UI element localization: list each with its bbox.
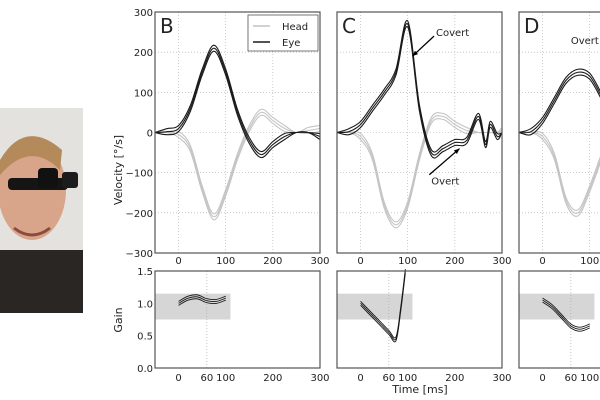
gain-x-tick-label: 60 — [564, 373, 577, 384]
eye-velocity-line — [519, 68, 600, 134]
photo-hair — [0, 136, 62, 175]
axes-frame — [154, 11, 321, 254]
gain-line — [542, 301, 590, 332]
eye-velocity-line — [155, 50, 320, 159]
x-tick-label: 0 — [175, 256, 181, 267]
gain-y-tick-label: 0.0 — [137, 364, 153, 375]
gain-x-tick-label: 200 — [263, 373, 282, 384]
x-tick-label: 100 — [398, 256, 417, 267]
y-tick-label: 300 — [134, 8, 153, 19]
panel-letter: D — [524, 14, 539, 38]
eye-velocity-line — [155, 47, 320, 156]
head-velocity-line — [519, 131, 600, 211]
gain-y-tick-label: 0.5 — [137, 332, 153, 343]
y-tick-label: −300 — [126, 249, 153, 260]
legend-head-label: Head — [282, 22, 308, 33]
annotation-arrow — [428, 148, 460, 176]
head-velocity-line — [519, 131, 600, 217]
gain-y-tick-label: 1.5 — [137, 267, 153, 278]
photo-camera-2 — [62, 172, 78, 188]
gain-traces — [542, 297, 590, 332]
velocity-ylabel: Velocity [°/s] — [112, 135, 125, 205]
gain-x-tick-label: 60 — [200, 373, 213, 384]
panel-letter: C — [342, 14, 356, 38]
gain-line — [178, 298, 226, 306]
gain-x-tick-label: 300 — [310, 373, 329, 384]
traces: Covert Overt — [337, 20, 502, 229]
time-xlabel: Time [ms] — [391, 383, 447, 396]
gain-x-tick-label: 100 — [580, 373, 599, 384]
gain-x-tick-label: 100 — [398, 373, 417, 384]
traces: Overt — [519, 36, 600, 217]
eye-velocity-line — [155, 44, 320, 153]
y-tick-label: 100 — [134, 88, 153, 99]
gain-axes-frame — [336, 270, 503, 369]
photo-smile — [13, 226, 51, 237]
gain-x-tick-label: 200 — [445, 373, 464, 384]
annotation-overt: Overt — [571, 36, 599, 47]
x-tick-label: 100 — [580, 256, 599, 267]
x-tick-label: 300 — [492, 256, 511, 267]
photo-camera — [38, 168, 58, 188]
head-velocity-line — [337, 118, 502, 229]
axes-frame — [518, 11, 600, 254]
annotation-overt: Overt — [431, 177, 459, 188]
eye-velocity-line — [337, 26, 502, 159]
legend — [247, 14, 319, 52]
annotation-covert: Covert — [436, 28, 469, 39]
gain-x-tick-label: 60 — [382, 373, 395, 384]
x-tick-label: 100 — [216, 256, 235, 267]
y-tick-label: −200 — [126, 209, 153, 220]
axes-frame — [336, 11, 503, 254]
traces — [155, 44, 320, 221]
gain-traces — [360, 268, 406, 343]
gain-x-tick-label: 0 — [357, 373, 363, 384]
head-velocity-line — [337, 115, 502, 226]
gain-target-band — [155, 293, 231, 320]
x-tick-label: 0 — [357, 256, 363, 267]
gain-line — [542, 299, 590, 330]
head-velocity-line — [337, 112, 502, 223]
legend-eye-label: Eye — [282, 38, 300, 49]
gain-x-tick-label: 0 — [175, 373, 181, 384]
gain-x-tick-label: 300 — [492, 373, 511, 384]
y-tick-label: −100 — [126, 169, 153, 180]
gain-y-tick-label: 1.0 — [137, 299, 153, 310]
x-tick-label: 300 — [310, 256, 329, 267]
x-tick-label: 200 — [445, 256, 464, 267]
arrow-head — [453, 148, 460, 154]
gain-x-tick-label: 100 — [216, 373, 235, 384]
photo-shirt — [0, 250, 83, 313]
eye-velocity-line — [519, 74, 600, 136]
y-tick-label: 200 — [134, 48, 153, 59]
subject-photo — [0, 108, 83, 313]
gain-line — [178, 296, 226, 304]
eye-velocity-line — [519, 71, 600, 134]
gain-line — [542, 297, 590, 328]
gain-target-band — [519, 293, 595, 320]
arrow-head — [412, 50, 419, 57]
gain-axes-frame — [154, 270, 321, 369]
y-tick-label: 0 — [147, 129, 153, 140]
gain-x-tick-label: 0 — [539, 373, 545, 384]
gain-line — [178, 294, 226, 302]
gain-axes-frame — [518, 270, 600, 369]
gain-traces — [178, 294, 226, 306]
panel-letter: B — [160, 14, 174, 38]
gain-line — [360, 272, 406, 343]
gain-ylabel: Gain — [112, 307, 125, 332]
x-tick-label: 0 — [539, 256, 545, 267]
panel-B: B 0 100 200 300 −300 −200 −100 0 100 200 300 Head Eye… — [126, 8, 330, 384]
x-tick-label: 200 — [263, 256, 282, 267]
